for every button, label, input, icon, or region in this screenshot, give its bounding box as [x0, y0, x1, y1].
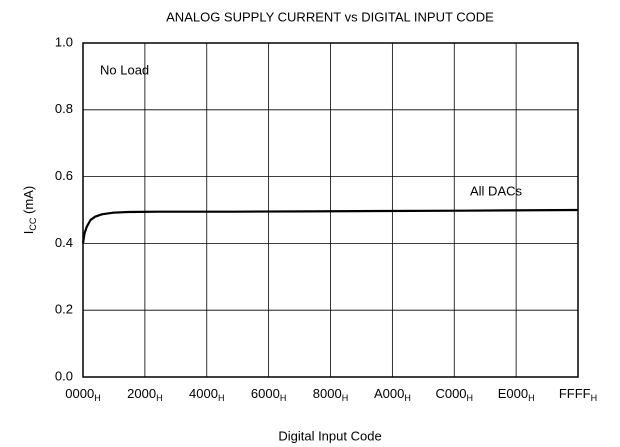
x-tick-label-main: 0000 — [65, 386, 94, 401]
x-tick-label-subscript: H — [467, 393, 474, 403]
x-tick-label: A000H — [374, 386, 411, 403]
x-tick-label-subscript: H — [94, 393, 101, 403]
x-tick-label: 0000H — [65, 386, 100, 403]
x-tick-label-main: 8000 — [313, 386, 342, 401]
x-tick-label-subscript: H — [280, 393, 287, 403]
x-tick-label-main: FFFF — [559, 386, 591, 401]
x-tick-label-subscript: H — [218, 393, 225, 403]
x-tick-label-main: C000 — [435, 386, 466, 401]
data-line — [81, 208, 579, 244]
x-tick-label-main: A000 — [374, 386, 404, 401]
y-tick-label: 0.8 — [55, 101, 73, 116]
chart-title: ANALOG SUPPLY CURRENT vs DIGITAL INPUT C… — [166, 9, 494, 24]
x-tick-label: 4000H — [189, 386, 224, 403]
x-tick-label-main: 2000 — [127, 386, 156, 401]
annotation: No Load — [100, 62, 149, 77]
y-tick-label: 0.6 — [55, 168, 73, 183]
x-tick-label-subscript: H — [156, 393, 163, 403]
x-tick-label: 6000H — [251, 386, 286, 403]
x-tick-label-subscript: H — [342, 393, 349, 403]
x-tick-label-main: E000 — [498, 386, 528, 401]
x-tick-label-main: 4000 — [189, 386, 218, 401]
x-tick-label-subscript: H — [591, 393, 598, 403]
x-tick-label-main: 6000 — [251, 386, 280, 401]
x-tick-label: FFFFH — [559, 386, 597, 403]
annotation: All DACs — [470, 183, 523, 198]
y-axis-label-subscript: CC — [28, 217, 38, 230]
y-axis-label-unit: (mA) — [21, 186, 36, 218]
x-tick-label: 2000H — [127, 386, 162, 403]
x-tick-label: C000H — [435, 386, 473, 403]
y-tick-label: 0.0 — [55, 368, 73, 383]
x-tick-label: 8000H — [313, 386, 348, 403]
y-axis-label-main: I — [21, 231, 36, 235]
x-tick-label-subscript: H — [404, 393, 411, 403]
x-tick-label: E000H — [498, 386, 535, 403]
y-tick-label: 0.4 — [55, 235, 73, 250]
y-axis-label: ICC (mA) — [21, 186, 38, 234]
x-tick-label-subscript: H — [528, 393, 535, 403]
y-tick-label: 0.2 — [55, 302, 73, 317]
y-tick-label: 1.0 — [55, 34, 73, 49]
x-axis-label: Digital Input Code — [278, 428, 381, 443]
